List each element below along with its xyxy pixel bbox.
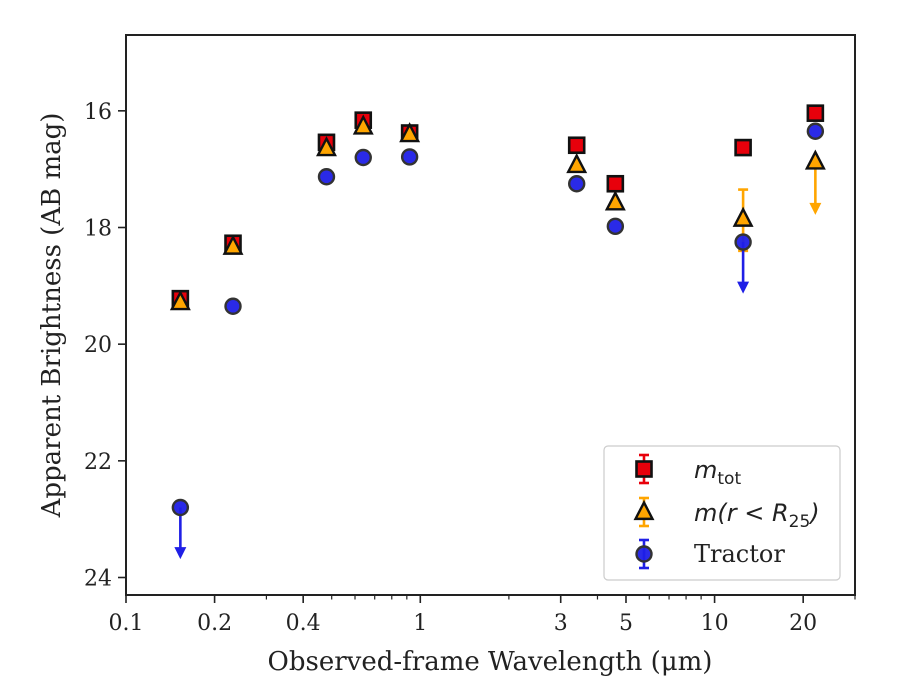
square-point bbox=[806, 104, 825, 122]
legend-marker-square bbox=[635, 453, 653, 485]
circle-point bbox=[606, 217, 625, 236]
x-tick-label: 0.1 bbox=[109, 611, 144, 636]
square-point bbox=[734, 138, 752, 157]
triangle-point bbox=[352, 114, 374, 135]
legend: mtot m(r < R25) Tractor bbox=[603, 445, 841, 581]
legend-entry-mtot: mtot bbox=[635, 453, 741, 489]
y-tick-label: 16 bbox=[84, 100, 112, 125]
legend-label-mr25-suffix: ) bbox=[808, 499, 819, 527]
legend-marker-triangle bbox=[633, 496, 655, 528]
triangle-point bbox=[804, 149, 826, 170]
legend-label-mtot-sub: tot bbox=[717, 469, 741, 489]
x-tick-label: 3 bbox=[554, 611, 568, 636]
triangle-point bbox=[399, 122, 421, 143]
legend-label-mtot: mtot bbox=[694, 456, 741, 489]
legend-entry-tractor: Tractor bbox=[635, 538, 785, 570]
legend-label-mr25: m(r < R25) bbox=[694, 499, 820, 532]
square-point bbox=[567, 136, 586, 155]
legend-label-mtot-main: m bbox=[694, 456, 717, 484]
x-axis-label: Observed-frame Wavelength (μm) bbox=[268, 647, 713, 677]
circle-point bbox=[734, 233, 752, 251]
circle-point bbox=[568, 175, 586, 193]
circle-point-arrow-head bbox=[737, 281, 750, 294]
series-circle bbox=[171, 122, 825, 560]
x-tick-label: 5 bbox=[619, 611, 633, 636]
triangle-point bbox=[732, 206, 754, 227]
legend-frame bbox=[603, 445, 841, 581]
legend-square-marker bbox=[635, 460, 653, 478]
y-tick-label: 20 bbox=[84, 333, 112, 358]
x-tick-label: 1 bbox=[413, 611, 427, 636]
series-layer bbox=[169, 104, 826, 560]
x-tick-label: 10 bbox=[701, 611, 729, 636]
legend-label-mr25-sub: 25 bbox=[789, 512, 811, 532]
x-tick-label: 20 bbox=[789, 611, 817, 636]
y-tick-label: 22 bbox=[84, 450, 112, 475]
circle-point bbox=[400, 148, 419, 166]
legend-label-tractor: Tractor bbox=[694, 540, 785, 568]
circle-point bbox=[806, 122, 825, 140]
triangle-point bbox=[604, 190, 626, 211]
circle-point bbox=[354, 148, 372, 167]
plot-frame bbox=[125, 34, 856, 596]
triangle-point bbox=[222, 234, 244, 255]
x-tick-label: 0.4 bbox=[286, 611, 321, 636]
triangle-point bbox=[566, 152, 588, 174]
y-tick-label: 18 bbox=[84, 217, 112, 242]
axis-ticks: 0.1 0.2 0.4 1 3 5 10 20 16 18 20 22 24 bbox=[84, 100, 856, 636]
circle-point bbox=[171, 498, 190, 517]
circle-point bbox=[317, 168, 336, 186]
legend-triangle-marker bbox=[633, 499, 655, 521]
triangle-point-arrow-head bbox=[809, 202, 822, 215]
circle-point-arrow-head bbox=[174, 547, 187, 560]
square-point bbox=[606, 174, 625, 193]
circle-point bbox=[224, 297, 242, 315]
x-tick-label: 0.2 bbox=[197, 611, 232, 636]
triangle-point bbox=[316, 136, 337, 157]
y-tick-label: 24 bbox=[84, 567, 112, 592]
legend-entry-mr25: m(r < R25) bbox=[633, 496, 820, 532]
legend-circle-marker bbox=[635, 545, 653, 563]
triangle-point bbox=[169, 290, 191, 311]
legend-label-mr25-main: m(r < R bbox=[694, 499, 789, 527]
legend-marker-circle bbox=[635, 538, 653, 570]
y-axis-label: Apparent Brightness (AB mag) bbox=[37, 113, 67, 519]
series-triangle bbox=[169, 114, 826, 311]
